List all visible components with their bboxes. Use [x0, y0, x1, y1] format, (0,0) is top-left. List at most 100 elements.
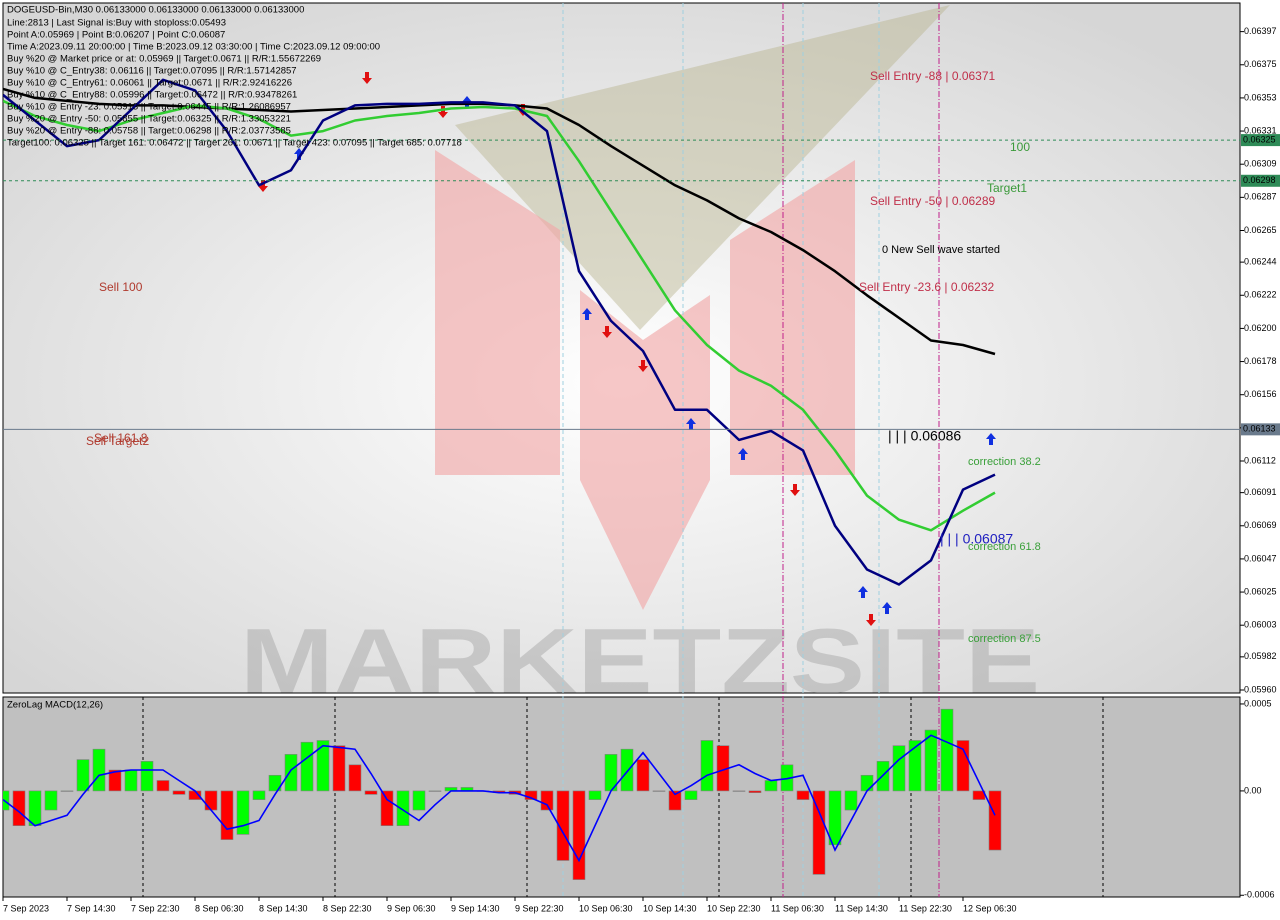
y-tick-label: 0.06244	[1244, 257, 1277, 267]
x-tick-label: 10 Sep 06:30	[579, 903, 633, 913]
macd-bar	[828, 790, 842, 846]
macd-bar	[636, 759, 650, 792]
x-tick-label: 12 Sep 06:30	[963, 903, 1017, 913]
macd-plot	[3, 708, 1002, 880]
chart-title: DOGEUSD-Bin,M30 0.06133000 0.06133000 0.…	[7, 5, 304, 16]
ma-line	[3, 99, 996, 532]
x-tick-label: 10 Sep 22:30	[707, 903, 761, 913]
y-tick-label: 0.06025	[1244, 586, 1277, 596]
y-tick-label: 0.05960	[1244, 684, 1277, 694]
macd-bar	[92, 748, 106, 792]
macd-bar	[956, 740, 970, 792]
annotation: Sell 161.8	[94, 431, 148, 445]
annotation: Target1	[987, 181, 1027, 195]
annotation: | | | 0.06087	[940, 531, 1013, 547]
y-tick-label: 0.06265	[1244, 225, 1277, 235]
x-tick-label: 8 Sep 22:30	[323, 903, 372, 913]
y-tick-label: 0.06375	[1244, 59, 1277, 69]
macd-bar	[620, 748, 634, 792]
y-tick-label: 0.06069	[1244, 520, 1277, 530]
macd-bar	[156, 780, 170, 792]
macd-bar	[668, 790, 682, 811]
macd-bar	[172, 790, 186, 795]
macd-bar	[44, 790, 58, 811]
info-line: Buy %20 @ Entry -50: 0.05855 || Target:0…	[7, 114, 291, 125]
macd-title: ZeroLag MACD(12,26)	[7, 700, 103, 711]
macd-bar	[220, 790, 234, 840]
info-line: Target100: 0.06325 || Target 161: 0.0647…	[7, 138, 462, 149]
macd-bar	[380, 790, 394, 826]
annotation: correction 61.8	[968, 541, 1041, 553]
y-tick-label: 0.06112	[1244, 455, 1276, 465]
info-line: Buy %10 @ C_Entry38: 0.06116 || Target:0…	[7, 66, 297, 77]
watermark-text: MARKETZSITE	[240, 610, 1040, 712]
macd-bar	[412, 790, 426, 811]
macd-bar	[940, 708, 954, 792]
x-tick-label: 7 Sep 14:30	[67, 903, 116, 913]
x-tick-label: 7 Sep 22:30	[131, 903, 180, 913]
y-tick-label: 0.06353	[1244, 92, 1277, 102]
annotation: 100	[1010, 140, 1030, 154]
level-label: 0.06298	[1243, 175, 1276, 185]
macd-bar	[572, 790, 586, 880]
macd-bar	[268, 774, 282, 792]
level-box	[1241, 134, 1280, 147]
x-tick-label: 9 Sep 14:30	[451, 903, 500, 913]
y-tick-label: 0.06200	[1244, 323, 1277, 333]
annotation: Sell Target2	[86, 434, 149, 448]
y-tick-label: 0.05982	[1244, 651, 1277, 661]
y-tick-label: 0.06178	[1244, 356, 1277, 366]
level-box	[1241, 423, 1280, 436]
info-line: Buy %10 @ C_Entry88: 0.05996 || Target:0…	[7, 90, 297, 101]
y-tick-label: 0.06331	[1244, 125, 1277, 135]
y-tick-label: 0.06047	[1244, 553, 1277, 563]
info-line: Buy %20 @ Market price or at: 0.05969 ||…	[7, 54, 321, 65]
macd-bar	[812, 790, 826, 875]
y-tick-label: 0.0005	[1244, 698, 1272, 708]
macd-bar	[844, 790, 858, 811]
level-box	[1241, 174, 1280, 187]
macd-bar	[28, 790, 42, 826]
y-tick-label: 0.06287	[1244, 192, 1277, 202]
macd-bar	[12, 790, 26, 826]
level-label: 0.06133	[1243, 424, 1276, 434]
macd-bar	[236, 790, 250, 835]
macd-bar	[556, 790, 570, 861]
macd-bar	[284, 754, 298, 792]
macd-bar	[908, 740, 922, 792]
y-tick-label: 0.06003	[1244, 620, 1277, 630]
macd-bar	[924, 729, 938, 792]
macd-bar	[140, 761, 154, 792]
info-line: Buy %10 @ Entry -23: 0.05913 || Target:0…	[7, 102, 291, 113]
macd-bar	[796, 790, 810, 800]
watermark-logo: MARKETZSITE	[240, 5, 1040, 712]
y-tick-label: 0.06397	[1244, 26, 1277, 36]
macd-bar	[204, 790, 218, 811]
x-tick-label: 11 Sep 14:30	[835, 903, 888, 913]
y-tick-label: 0.00	[1244, 785, 1262, 795]
signal-line	[3, 734, 996, 863]
price-plot	[3, 78, 996, 586]
x-tick-label: 8 Sep 14:30	[259, 903, 308, 913]
x-tick-label: 11 Sep 06:30	[771, 903, 824, 913]
vertical-markers	[142, 3, 1104, 897]
info-line: Time A:2023.09.11 20:00:00 | Time B:2023…	[7, 42, 380, 53]
macd-bar	[892, 745, 906, 792]
macd-bar	[428, 790, 442, 792]
y-tick-label: 0.06309	[1244, 159, 1277, 169]
macd-bar	[588, 790, 602, 800]
macd-bar	[252, 790, 266, 800]
macd-bar	[60, 790, 74, 792]
x-tick-label: 11 Sep 22:30	[899, 903, 952, 913]
macd-bar	[684, 790, 698, 800]
annotation: correction 87.5	[968, 633, 1041, 645]
y-tick-label: -0.0006	[1244, 890, 1275, 900]
level-label: 0.06325	[1243, 134, 1276, 144]
macd-bar	[748, 790, 762, 793]
plot-layer: 0.06397 0.06375 0.06353 0.06331 0.06309 0.062…	[2, 5, 1280, 913]
macd-bar	[764, 780, 778, 792]
macd-bar	[540, 790, 554, 811]
info-line: Buy %10 @ C_Entry61: 0.06061 || Target:0…	[7, 78, 292, 89]
